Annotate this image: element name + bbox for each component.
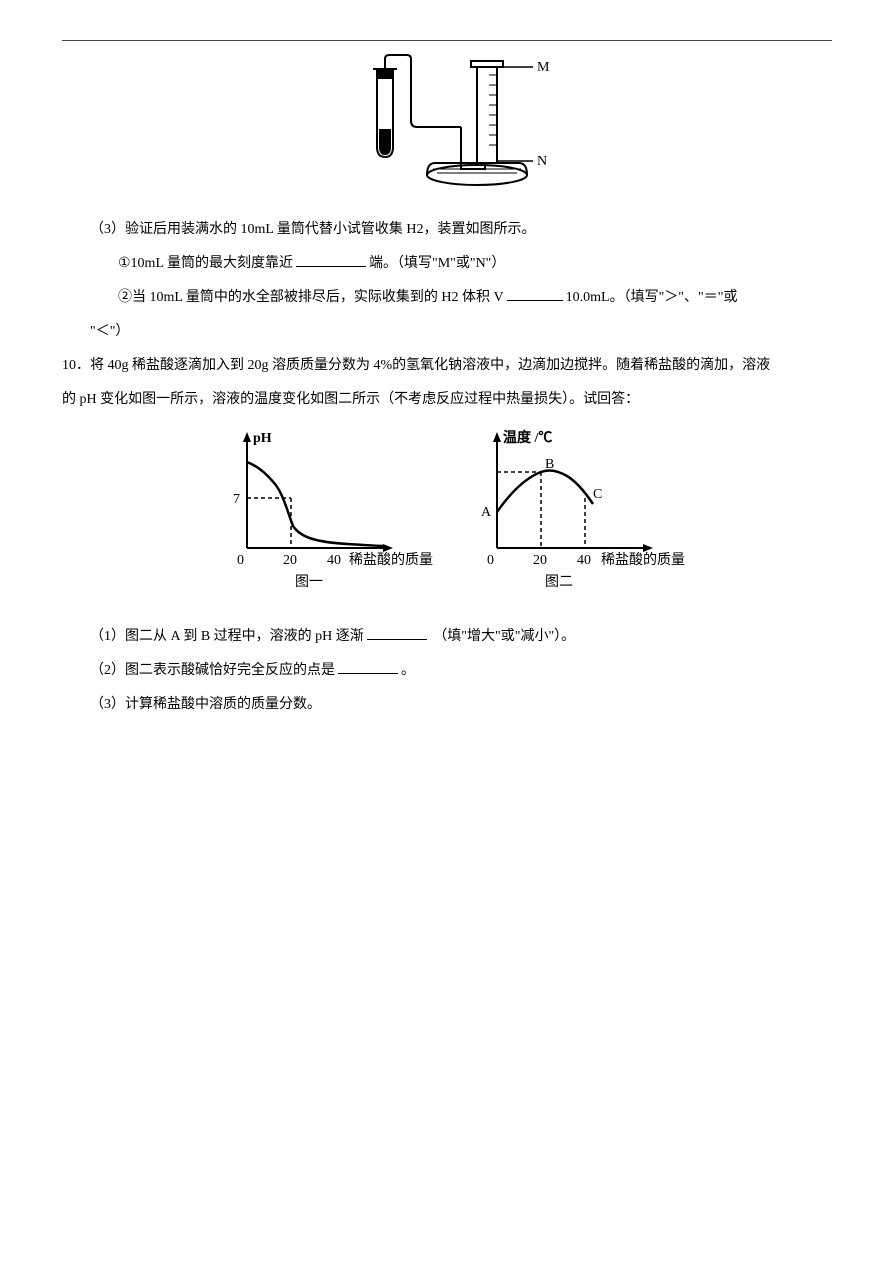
chart2-x40: 40 — [577, 553, 591, 568]
q10-sub3: （3）计算稀盐酸中溶质的质量分数。 — [62, 691, 832, 719]
q9-part3-2-tail: "＜"） — [62, 318, 832, 346]
q9-part3-1: ①10mL 量筒的最大刻度靠近 端。（填写"M"或"N"） — [62, 250, 832, 278]
blank-field[interactable] — [507, 285, 563, 301]
blank-field[interactable] — [367, 624, 427, 640]
charts-svg: pH 7 0 20 40 稀盐酸的质量 图一 温度 /℃ — [197, 422, 697, 602]
chart2-label-b: B — [545, 457, 554, 472]
chart2-ylabel: 温度 /℃ — [503, 429, 552, 446]
label-m: M — [537, 60, 550, 75]
charts-figure: pH 7 0 20 40 稀盐酸的质量 图一 温度 /℃ — [62, 422, 832, 613]
apparatus-figure: M N — [62, 51, 832, 202]
chart1-xlabel: 稀盐酸的质量 — [349, 552, 433, 568]
chart1-ytick-7: 7 — [233, 492, 240, 507]
chart1-ylabel: pH — [253, 431, 272, 446]
q9-part3: （3）验证后用装满水的 10mL 量筒代替小试管收集 H2，装置如图所示。 — [62, 216, 832, 244]
chart1-x40: 40 — [327, 553, 341, 568]
top-rule — [62, 40, 832, 41]
text: 端。（填写"M"或"N"） — [369, 256, 505, 271]
chart1-caption: 图一 — [295, 575, 323, 590]
chart1-origin: 0 — [237, 553, 244, 568]
q10-sub1: （1）图二从 A 到 B 过程中，溶液的 pH 逐渐 （填"增大"或"减小"）。 — [62, 623, 832, 651]
q9-part3-2: ②当 10mL 量筒中的水全部被排尽后，实际收集到的 H2 体积 V 10.0mL… — [62, 284, 832, 312]
text: 10.0mL。（填写"＞"、"＝"或 — [566, 290, 738, 305]
text: ②当 10mL 量筒中的水全部被排尽后，实际收集到的 H2 体积 V — [118, 290, 504, 305]
q10-sub2: （2）图二表示酸碱恰好完全反应的点是 。 — [62, 657, 832, 685]
chart2-origin: 0 — [487, 553, 494, 568]
text: （1）图二从 A 到 B 过程中，溶液的 pH 逐渐 — [90, 629, 364, 644]
q10-intro-line1: 10．将 40g 稀盐酸逐滴加入到 20g 溶质质量分数为 4%的氢氧化钠溶液中… — [62, 352, 832, 380]
q10-intro-line2: 的 pH 变化如图一所示，溶液的温度变化如图二所示（不考虑反应过程中热量损失）。… — [62, 386, 832, 414]
blank-field[interactable] — [338, 658, 398, 674]
text: （填"增大"或"减小"）。 — [433, 629, 575, 644]
label-n: N — [537, 154, 547, 169]
chart2-label-c: C — [593, 487, 602, 502]
page: M N （3）验证后用装满水的 10mL 量筒代替小试管收集 H2，装置如图所示… — [0, 0, 892, 1262]
apparatus-svg: M N — [337, 51, 557, 191]
chart2-label-a: A — [481, 505, 492, 520]
text: （2）图二表示酸碱恰好完全反应的点是 — [90, 663, 335, 678]
chart1-x20: 20 — [283, 553, 297, 568]
chart2-x20: 20 — [533, 553, 547, 568]
chart2-caption: 图二 — [545, 575, 573, 590]
chart2-xlabel: 稀盐酸的质量 — [601, 552, 685, 568]
text: 。 — [401, 663, 415, 678]
text: ①10mL 量筒的最大刻度靠近 — [118, 256, 293, 271]
blank-field[interactable] — [296, 251, 366, 267]
